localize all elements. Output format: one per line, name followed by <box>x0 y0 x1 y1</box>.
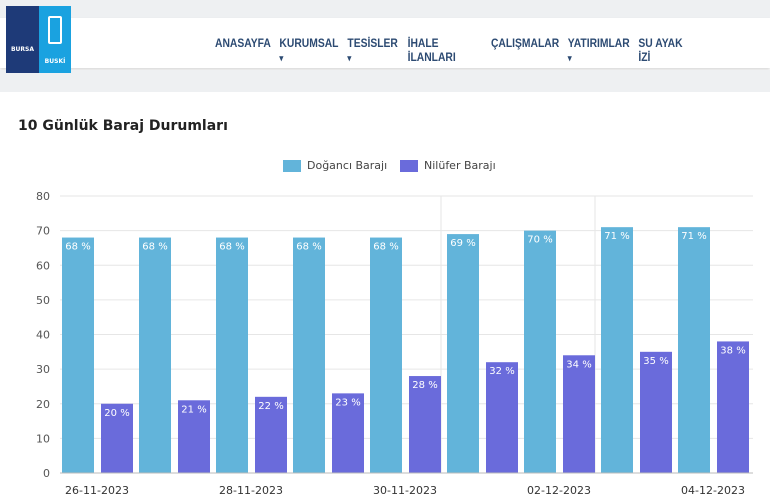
legend-swatch <box>400 159 418 172</box>
y-tick-label: 80 <box>36 190 50 203</box>
nav-item[interactable]: YATIRIMLAR <box>568 36 630 64</box>
data-label: 28 % <box>412 380 437 391</box>
data-label: 21 % <box>181 404 206 415</box>
data-label: 68 % <box>219 242 244 253</box>
bar[interactable] <box>524 230 556 473</box>
bar[interactable] <box>678 227 710 473</box>
data-label: 68 % <box>142 242 167 253</box>
y-tick-label: 20 <box>36 398 50 411</box>
y-tick-label: 30 <box>36 363 50 376</box>
nav-item[interactable]: KURUMSAL <box>279 36 338 64</box>
bar[interactable] <box>447 234 479 473</box>
bar[interactable] <box>101 403 133 473</box>
y-tick-label: 10 <box>36 432 50 445</box>
data-label: 68 % <box>373 242 398 253</box>
bar[interactable] <box>486 362 518 473</box>
x-tick-label: 02-12-2023 <box>527 484 591 497</box>
header-band <box>0 70 770 92</box>
bar[interactable] <box>293 237 325 473</box>
bursa-logo[interactable]: BURSA <box>6 6 39 73</box>
main-nav: ANASAYFA KURUMSAL TESİSLER İHALE İLANLARI ÇA… <box>215 36 692 64</box>
bar[interactable] <box>640 351 672 473</box>
y-tick-label: 40 <box>36 329 50 342</box>
legend-label: Doğancı Barajı <box>307 159 388 172</box>
x-tick-label: 30-11-2023 <box>373 484 437 497</box>
top-strip <box>0 0 770 18</box>
data-label: 32 % <box>489 366 514 377</box>
data-label: 23 % <box>335 397 360 408</box>
nav-item[interactable]: İHALE İLANLARI <box>407 36 456 64</box>
data-label: 68 % <box>65 242 90 253</box>
bar[interactable] <box>255 396 287 473</box>
x-tick-label: 26-11-2023 <box>65 484 129 497</box>
data-label: 22 % <box>258 401 283 412</box>
bar[interactable] <box>139 237 171 473</box>
bar[interactable] <box>62 237 94 473</box>
x-tick-label: 28-11-2023 <box>219 484 283 497</box>
bar[interactable] <box>178 400 210 473</box>
bar[interactable] <box>601 227 633 473</box>
page-title: 10 Günlük Baraj Durumları <box>18 118 228 134</box>
bar[interactable] <box>409 376 441 473</box>
data-label: 20 % <box>104 408 129 419</box>
buski-logo[interactable]: BUSKİ <box>39 6 71 73</box>
data-label: 70 % <box>527 235 552 246</box>
bar[interactable] <box>216 237 248 473</box>
data-label: 35 % <box>643 356 668 367</box>
nav-item[interactable]: ANASAYFA <box>215 36 271 50</box>
y-tick-label: 70 <box>36 225 50 238</box>
nav-item[interactable]: ÇALIŞMALAR <box>490 36 560 50</box>
buski-logo-text: BUSKİ <box>44 58 66 65</box>
legend-item-dogancı[interactable]: Doğancı Barajı <box>283 159 387 172</box>
legend-swatch <box>283 159 301 172</box>
bar[interactable] <box>370 237 402 473</box>
nav-item[interactable]: TESİSLER <box>347 36 399 64</box>
bar[interactable] <box>717 341 749 473</box>
legend-item-nilufer[interactable]: Nilüfer Barajı <box>400 159 496 172</box>
data-label: 34 % <box>566 359 591 370</box>
x-tick-label: 04-12-2023 <box>681 484 745 497</box>
data-label: 69 % <box>450 238 475 249</box>
nav-item[interactable]: SU AYAK İZİ <box>638 36 683 64</box>
y-tick-label: 60 <box>36 259 50 272</box>
data-label: 68 % <box>296 242 321 253</box>
data-label: 71 % <box>681 231 706 242</box>
data-label: 71 % <box>604 231 629 242</box>
legend-label: Nilüfer Barajı <box>424 159 496 172</box>
bar[interactable] <box>563 355 595 473</box>
data-label: 38 % <box>720 345 745 356</box>
y-tick-label: 50 <box>36 294 50 307</box>
y-tick-label: 0 <box>43 467 50 480</box>
bar[interactable] <box>332 393 364 473</box>
